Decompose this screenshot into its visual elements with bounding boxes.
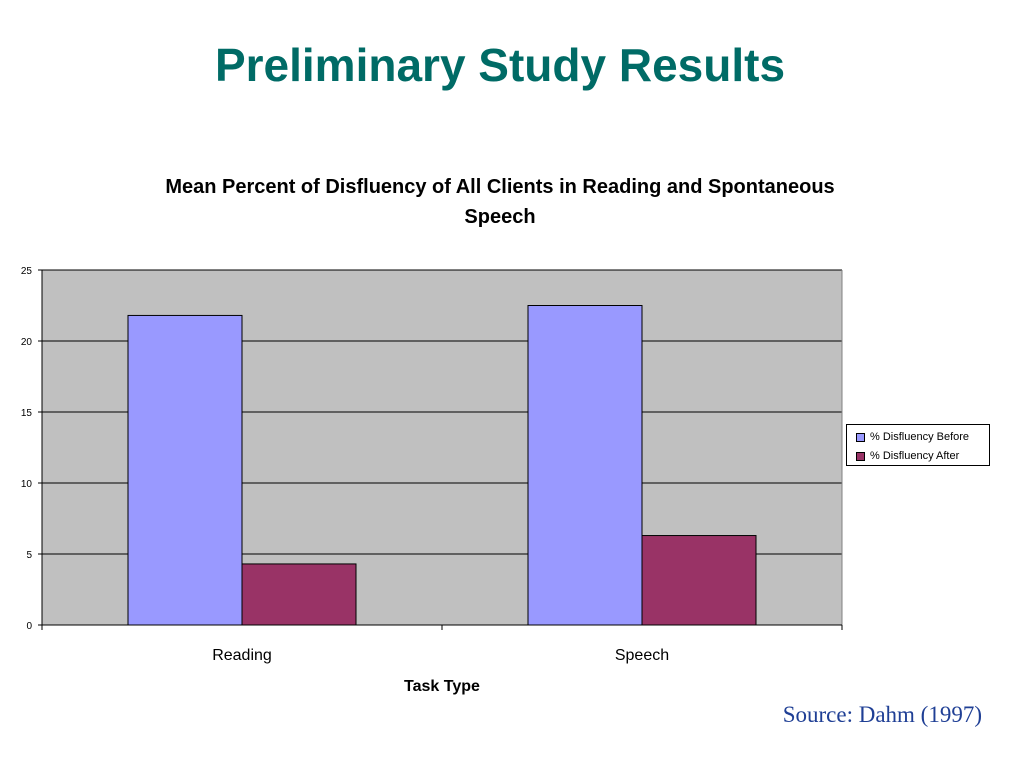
y-tick-label: 0 bbox=[26, 621, 32, 632]
legend-label-before: % Disfluency Before bbox=[870, 431, 970, 443]
x-axis-label: Task Type bbox=[404, 678, 480, 695]
bar-before-reading bbox=[127, 314, 243, 626]
y-tick-label: 20 bbox=[21, 337, 33, 348]
bar-after-reading bbox=[241, 563, 357, 626]
legend-item-after: % Disfluency After bbox=[856, 449, 959, 463]
bar-before-speech bbox=[527, 305, 643, 626]
bar-after-speech bbox=[641, 535, 757, 626]
chart-title: Mean Percent of Disfluency of All Client… bbox=[165, 176, 835, 228]
y-tick-label: 15 bbox=[21, 408, 33, 419]
legend-swatch-before bbox=[856, 432, 865, 442]
source-citation: Source: Dahm (1997) bbox=[782, 702, 982, 727]
legend-item-before: % Disfluency Before bbox=[856, 430, 969, 444]
legend-label-after: % Disfluency After bbox=[870, 450, 960, 462]
y-tick-label: 10 bbox=[21, 479, 33, 490]
slide-title: Preliminary Study Results bbox=[214, 39, 786, 91]
x-tick-label: Reading bbox=[212, 647, 272, 664]
x-tick-label: Speech bbox=[615, 647, 669, 664]
y-tick-label: 5 bbox=[26, 550, 32, 561]
legend-swatch-after bbox=[856, 451, 865, 461]
chart-legend: % Disfluency Before % Disfluency After bbox=[846, 424, 990, 466]
y-tick-label: 25 bbox=[21, 266, 33, 277]
